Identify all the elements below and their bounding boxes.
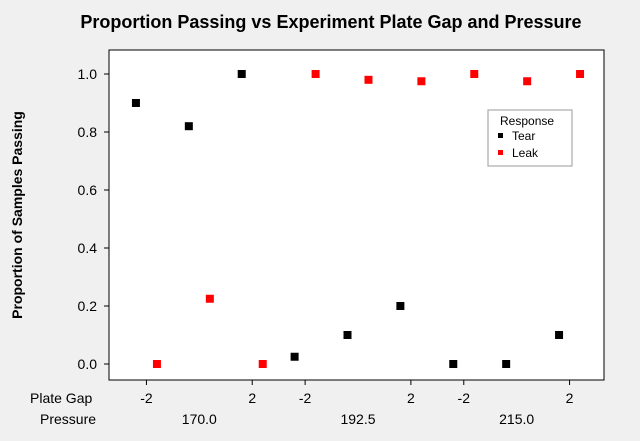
tear-point bbox=[290, 352, 299, 361]
plate-gap-tick-label: -2 bbox=[458, 390, 471, 406]
axis-ticks: 0.0 0.2 0.4 0.6 0.8 1.0 -2 2 170.0 -2 2 192.5 -2 2 215… bbox=[78, 66, 574, 427]
leak-point bbox=[470, 70, 479, 78]
leak-point bbox=[152, 360, 161, 368]
pressure-row-label: Pressure bbox=[40, 411, 96, 427]
leak-point bbox=[205, 294, 214, 303]
pressure-tick-label: 215.0 bbox=[499, 411, 534, 427]
tear-point bbox=[237, 70, 246, 78]
y-tick-label: 0.4 bbox=[78, 240, 98, 256]
plate-gap-tick-label: -2 bbox=[299, 390, 312, 406]
tear-point bbox=[131, 99, 140, 107]
chart-title: Proportion Passing vs Experiment Plate G… bbox=[80, 12, 581, 32]
tear-point bbox=[396, 302, 405, 310]
legend: Response Tear Leak bbox=[487, 109, 573, 167]
leak-point bbox=[364, 75, 373, 84]
tear-point bbox=[449, 360, 458, 368]
y-tick-label: 0.8 bbox=[78, 124, 98, 140]
y-axis-label: Proportion of Samples Passing bbox=[9, 111, 25, 319]
tear-point bbox=[184, 122, 193, 131]
plate-gap-tick-label: 2 bbox=[248, 390, 256, 406]
plate-gap-tick-label: 2 bbox=[566, 390, 574, 406]
legend-marker-tear bbox=[498, 133, 503, 138]
pressure-tick-label: 170.0 bbox=[182, 411, 217, 427]
plate-gap-tick-label: 2 bbox=[407, 390, 415, 406]
leak-point bbox=[523, 77, 532, 86]
leak-point bbox=[311, 70, 320, 78]
y-tick-label: 0.2 bbox=[78, 298, 98, 314]
tear-point bbox=[555, 331, 564, 339]
y-tick-label: 1.0 bbox=[78, 66, 98, 82]
y-tick-label: 0.6 bbox=[78, 182, 98, 198]
plate-gap-tick-label: -2 bbox=[140, 390, 153, 406]
pressure-tick-label: 192.5 bbox=[340, 411, 375, 427]
legend-label-tear: Tear bbox=[512, 129, 535, 143]
leak-point bbox=[258, 360, 267, 368]
data-points bbox=[131, 70, 585, 368]
tear-point bbox=[343, 331, 352, 339]
plate-gap-row-label: Plate Gap bbox=[30, 390, 92, 406]
y-tick-label: 0.0 bbox=[78, 356, 98, 372]
leak-point bbox=[417, 77, 426, 86]
tear-point bbox=[502, 360, 511, 368]
legend-title: Response bbox=[500, 114, 554, 128]
legend-marker-leak bbox=[498, 150, 503, 155]
legend-label-leak: Leak bbox=[512, 146, 539, 160]
plot-area bbox=[108, 49, 605, 381]
leak-point bbox=[576, 70, 585, 78]
